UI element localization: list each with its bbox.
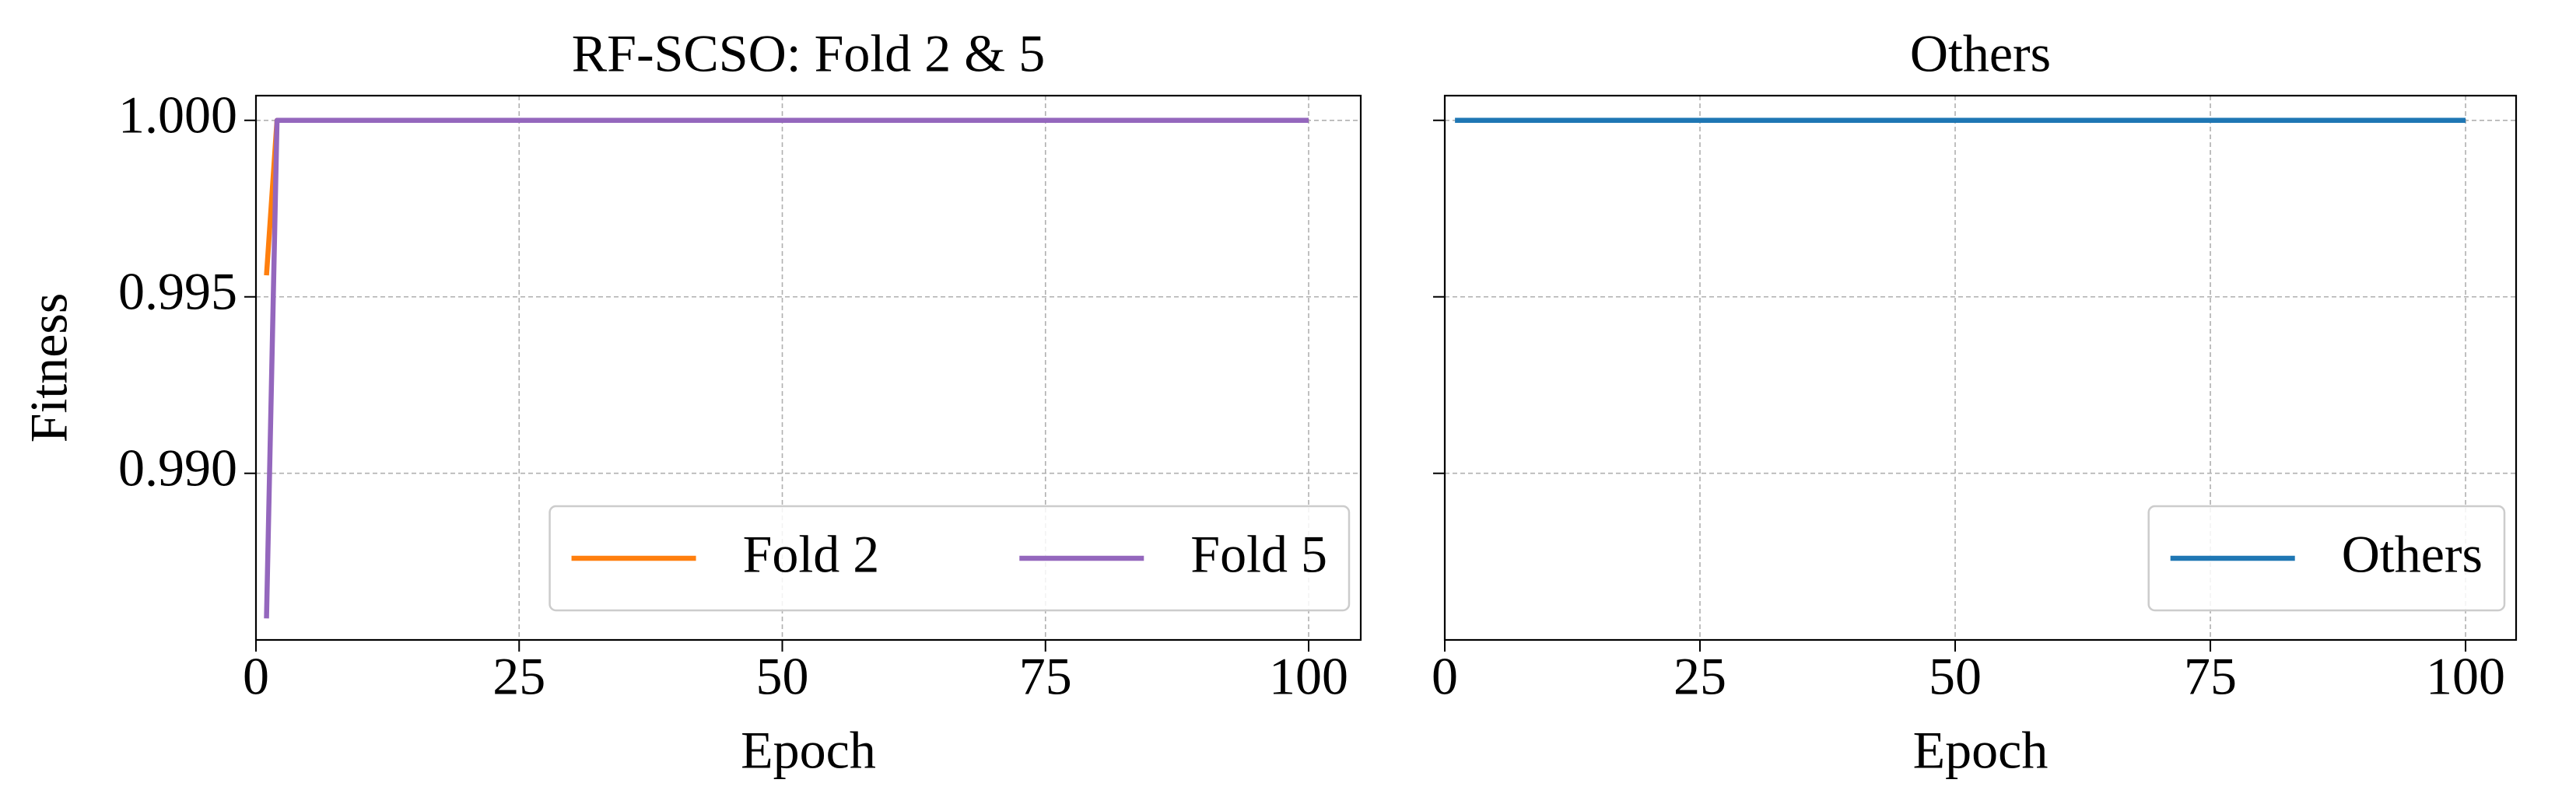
x-tick-label: 100 <box>2426 647 2505 706</box>
x-tick-label: 0 <box>243 647 269 706</box>
x-axis-label: Epoch <box>1913 721 2049 780</box>
x-axis-label: Epoch <box>741 721 876 780</box>
chart-title: RF-SCSO: Fold 2 & 5 <box>572 24 1045 83</box>
legend-box <box>548 505 1351 612</box>
x-tick-label: 0 <box>1432 647 1458 706</box>
x-tick-label: 25 <box>1674 647 1726 706</box>
legend-label: Fold 2 <box>743 525 880 584</box>
axes-frame <box>1443 94 2518 641</box>
y-tick-label: 0.990 <box>118 438 237 497</box>
x-tick-label: 50 <box>1929 647 1982 706</box>
legend-label: Fold 5 <box>1190 525 1327 584</box>
data-line <box>264 117 1309 619</box>
x-tick-label: 75 <box>2184 647 2237 706</box>
legend-label: Others <box>2342 525 2483 584</box>
legend-box <box>2147 505 2506 612</box>
chart-title: Others <box>1910 24 2051 83</box>
legend: Fold 2 Fold 5 <box>548 505 1351 612</box>
x-tick-label: 75 <box>1019 647 1072 706</box>
y-tick-label: 1.000 <box>118 85 237 144</box>
axes-frame <box>254 94 1362 641</box>
x-tick-label: 100 <box>1269 647 1348 706</box>
x-tick-label: 25 <box>492 647 545 706</box>
y-tick-label: 0.995 <box>118 261 237 320</box>
legend: Others <box>2147 505 2506 612</box>
x-tick-label: 50 <box>756 647 809 706</box>
y-axis-label: Fitness <box>19 293 79 443</box>
data-line <box>264 117 1309 276</box>
